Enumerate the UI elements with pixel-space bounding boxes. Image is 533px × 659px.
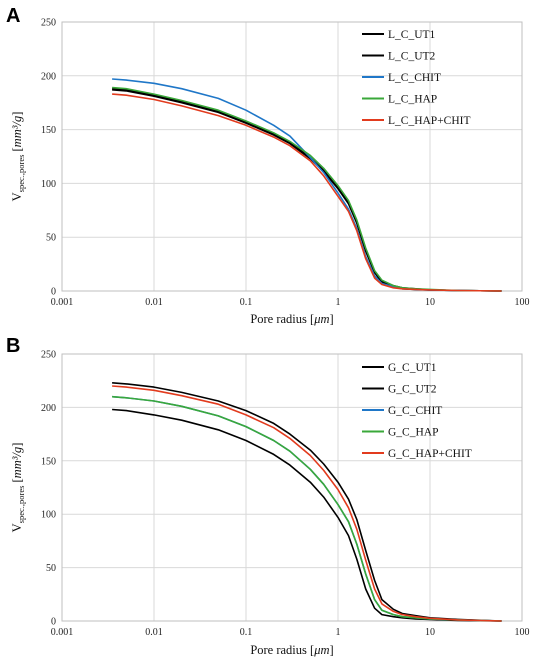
legend-label: G_C_UT2 bbox=[388, 384, 437, 396]
legend-label: L_C_HAP bbox=[388, 94, 437, 106]
panel-letter: A bbox=[6, 5, 20, 27]
y-axis-label: Vspec.,pores [mm³/g] bbox=[10, 112, 26, 202]
x-axis-label-close: ] bbox=[330, 643, 334, 657]
chart-panel-b: B 0 50 100 150 200 250 0.001 0.01 0.1 1 10 100 Pore r… bbox=[6, 335, 530, 657]
panel-letter: B bbox=[6, 335, 20, 357]
y-axis-label-sub: spec.,pores bbox=[16, 486, 26, 524]
legend-label: G_C_UT1 bbox=[388, 362, 437, 374]
y-tick-label: 150 bbox=[41, 125, 56, 136]
series-line-g-c-hap bbox=[112, 395, 502, 622]
y-tick-label: 100 bbox=[41, 179, 56, 190]
x-axis-label-main: Pore radius [ bbox=[250, 643, 314, 657]
plot-frame bbox=[61, 21, 523, 292]
y-axis-label-sub: spec.,pores bbox=[16, 155, 26, 193]
y-tick-label: 250 bbox=[41, 350, 56, 361]
legend-label: G_C_HAP bbox=[388, 427, 438, 439]
plot-frame bbox=[61, 353, 523, 622]
x-tick-label: 1 bbox=[336, 297, 341, 308]
legend-label: G_C_CHIT bbox=[388, 405, 442, 417]
x-axis-label-unit: μm bbox=[313, 643, 329, 657]
legend: L_C_UT1 L_C_UT2 L_C_CHIT L_C_HAP L_C_HAP+CHI… bbox=[362, 29, 471, 127]
legend-label: L_C_HAP+CHIT bbox=[388, 115, 471, 127]
x-axis-label-main: Pore radius [ bbox=[250, 312, 314, 326]
y-axis-label-main: V bbox=[10, 192, 24, 201]
y-axis-label-open: [ bbox=[10, 478, 24, 485]
x-tick-label: 0.001 bbox=[51, 627, 74, 638]
y-tick-label: 50 bbox=[46, 563, 56, 574]
y-tick-label: 250 bbox=[41, 18, 56, 29]
x-tick-label: 100 bbox=[515, 297, 530, 308]
x-axis-label-close: ] bbox=[330, 312, 334, 326]
series-line-l-c-chit bbox=[112, 78, 502, 292]
x-tick-label: 1 bbox=[336, 627, 341, 638]
y-tick-label: 0 bbox=[51, 617, 56, 628]
series-line-g-c-hap-chit bbox=[112, 385, 502, 622]
legend-label: L_C_UT1 bbox=[388, 29, 436, 41]
chart-panel-a: A 0 50 100 150 200 250 0.001 0.01 0.1 1 10 100 Pore r… bbox=[6, 5, 530, 326]
y-axis-label-close: ] bbox=[10, 443, 24, 447]
y-tick-label: 200 bbox=[41, 403, 56, 414]
legend-label: G_C_HAP+CHIT bbox=[388, 448, 472, 460]
y-axis-label-open: [ bbox=[10, 147, 24, 154]
y-tick-label: 50 bbox=[46, 233, 56, 244]
x-tick-label: 100 bbox=[515, 627, 530, 638]
x-tick-label: 0.1 bbox=[240, 297, 253, 308]
x-tick-label: 10 bbox=[425, 627, 435, 638]
x-tick-label: 10 bbox=[425, 297, 435, 308]
y-axis-label-unit: mm³/g bbox=[10, 116, 24, 148]
y-tick-label: 100 bbox=[41, 510, 56, 521]
series-line-g-c-ut1 bbox=[112, 408, 502, 622]
series-line-l-c-hap-chit bbox=[112, 93, 502, 292]
y-axis-label-unit: mm³/g bbox=[10, 447, 24, 479]
legend-label: L_C_CHIT bbox=[388, 72, 441, 84]
y-axis-label: Vspec.,pores [mm³/g] bbox=[10, 443, 26, 533]
series-line-g-c-chit bbox=[112, 395, 502, 622]
y-axis-label-main: V bbox=[10, 523, 24, 532]
x-axis-label: Pore radius [μm] bbox=[250, 643, 333, 657]
x-tick-label: 0.001 bbox=[51, 297, 74, 308]
legend: G_C_UT1 G_C_UT2 G_C_CHIT G_C_HAP G_C_HAP+CHI… bbox=[362, 362, 472, 460]
y-tick-label: 0 bbox=[51, 287, 56, 298]
y-tick-label: 150 bbox=[41, 456, 56, 467]
y-tick-label: 200 bbox=[41, 71, 56, 82]
x-axis-label: Pore radius [μm] bbox=[250, 312, 333, 326]
x-axis-label-unit: μm bbox=[313, 312, 329, 326]
y-axis-label-close: ] bbox=[10, 112, 24, 116]
series-line-g-c-ut2 bbox=[112, 382, 502, 622]
x-tick-label: 0.1 bbox=[240, 627, 253, 638]
x-tick-label: 0.01 bbox=[145, 627, 163, 638]
legend-label: L_C_UT2 bbox=[388, 51, 436, 63]
x-tick-label: 0.01 bbox=[145, 297, 163, 308]
